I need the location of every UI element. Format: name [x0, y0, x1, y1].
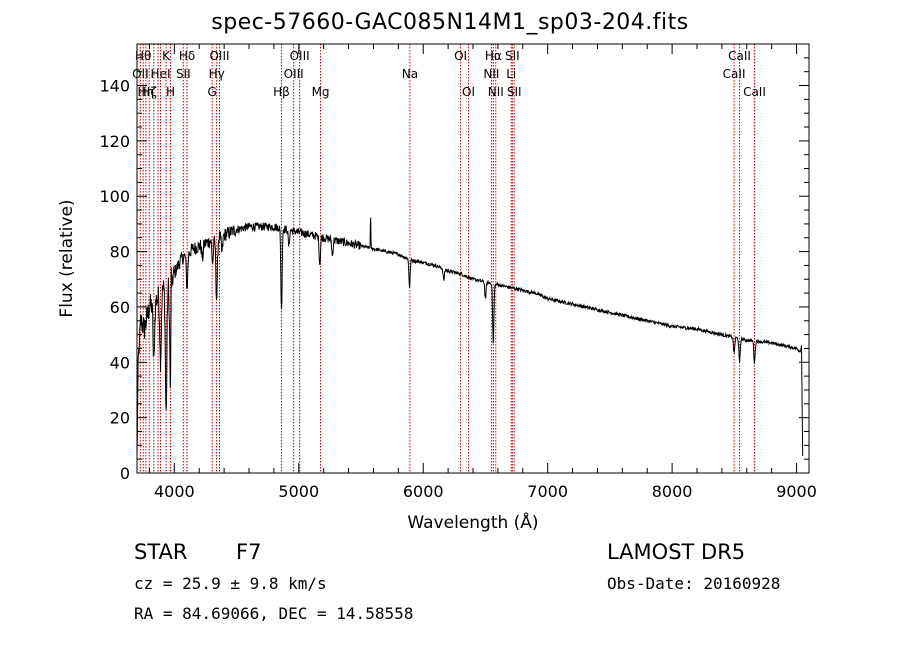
line-marker-label: Hζ [141, 85, 157, 99]
line-marker-label: Hβ [273, 85, 290, 99]
line-marker-label: OI [454, 49, 467, 63]
x-tick-label: 9000 [776, 482, 817, 501]
y-tick-label: 120 [99, 132, 130, 151]
plot-frame [136, 43, 810, 474]
redshift-cz: cz = 25.9 ± 9.8 km/s [134, 574, 327, 593]
y-tick-label: 0 [120, 464, 130, 483]
line-marker-label: OI [462, 85, 475, 99]
survey-name: LAMOST DR5 [607, 540, 746, 564]
line-marker-label: HeI [151, 67, 171, 81]
y-tick-label: 40 [110, 353, 130, 372]
line-marker-label: CaII [728, 49, 751, 63]
line-marker-label: G [208, 85, 217, 99]
y-tick-label: 60 [110, 298, 130, 317]
line-marker-label: SII [507, 85, 522, 99]
line-marker-label: Mg [312, 85, 330, 99]
line-marker-label: Hα [485, 49, 502, 63]
line-marker-label: Li [506, 67, 516, 81]
line-marker-label: Na [402, 67, 418, 81]
line-marker-label: CaII [743, 85, 766, 99]
chart-title: spec-57660-GAC085N14M1_sp03-204.fits [211, 10, 689, 35]
y-tick-label: 20 [110, 409, 130, 428]
x-axis-label: Wavelength (Å) [407, 511, 538, 533]
y-tick-label: 100 [99, 187, 130, 206]
y-axis-label: Flux (relative) [57, 199, 77, 317]
spectrum-line [136, 217, 804, 457]
line-marker-label: Hγ [209, 67, 225, 81]
x-tick-label: 7000 [527, 482, 568, 501]
line-marker-label: SII [505, 49, 520, 63]
line-marker-label: Hθ [135, 49, 151, 63]
object-class: STAR [134, 540, 188, 564]
coordinates: RA = 84.69066, DEC = 14.58558 [134, 604, 414, 623]
line-marker-label: OIII [284, 67, 304, 81]
line-marker-label: OIII [290, 49, 310, 63]
x-tick-label: 6000 [403, 482, 444, 501]
object-subclass: F7 [236, 540, 262, 564]
x-tick-label: 5000 [278, 482, 319, 501]
line-marker-label: OII [132, 67, 149, 81]
x-tick-label: 4000 [154, 482, 195, 501]
line-marker-label: CaII [723, 67, 746, 81]
x-axis-ticks: 4000 5000 6000 7000 8000 9000 [148, 44, 817, 501]
y-axis-ticks: 0 20 40 60 80 100 120 140 [99, 57, 809, 483]
line-marker-label: NII [483, 67, 499, 81]
x-tick-label: 8000 [652, 482, 693, 501]
line-marker-label: OIII [209, 49, 229, 63]
line-marker-label: NII [488, 85, 504, 99]
y-tick-label: 80 [110, 243, 130, 262]
line-marker-label: H [166, 85, 175, 99]
y-tick-label: 140 [99, 77, 130, 96]
line-marker-label: Hδ [179, 49, 195, 63]
line-marker-label: SII [176, 67, 191, 81]
line-marker-label: Hη [138, 85, 155, 99]
line-markers [139, 44, 755, 473]
line-marker-label: K [162, 49, 171, 63]
observation-date: Obs-Date: 20160928 [607, 574, 781, 593]
